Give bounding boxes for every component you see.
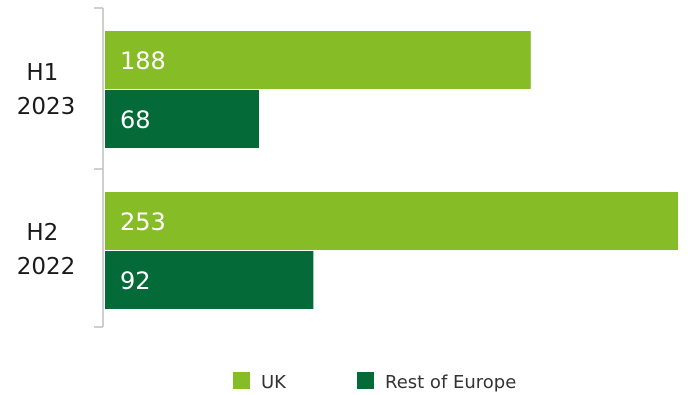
data-label-uk-h1-2023: 188 xyxy=(120,47,166,75)
bar-rest-of-europe-h2-2022 xyxy=(105,251,314,309)
category-label-line2: 2022 xyxy=(17,254,76,280)
category-label-h1-2023: H1 2023 xyxy=(17,60,76,120)
legend-label-rest-of-europe: Rest of Europe xyxy=(385,372,516,393)
category-label-line1: H2 xyxy=(26,220,58,246)
data-label-uk-h2-2022: 253 xyxy=(120,208,166,236)
bars-group: 188 68 253 92 xyxy=(105,31,678,309)
data-label-rest-of-europe-h1-2023: 68 xyxy=(120,106,151,134)
category-label-line2: 2023 xyxy=(17,94,76,120)
category-label-h2-2022: H2 2022 xyxy=(17,220,76,280)
legend-swatch-rest-of-europe xyxy=(357,372,374,389)
category-label-line1: H1 xyxy=(26,60,58,86)
legend-label-uk: UK xyxy=(261,372,287,393)
data-label-rest-of-europe-h2-2022: 92 xyxy=(120,267,151,295)
bar-uk-h1-2023 xyxy=(105,31,531,89)
bar-uk-h2-2022 xyxy=(105,192,678,250)
legend-swatch-uk xyxy=(233,372,250,389)
bar-rest-of-europe-h1-2023 xyxy=(105,90,260,148)
